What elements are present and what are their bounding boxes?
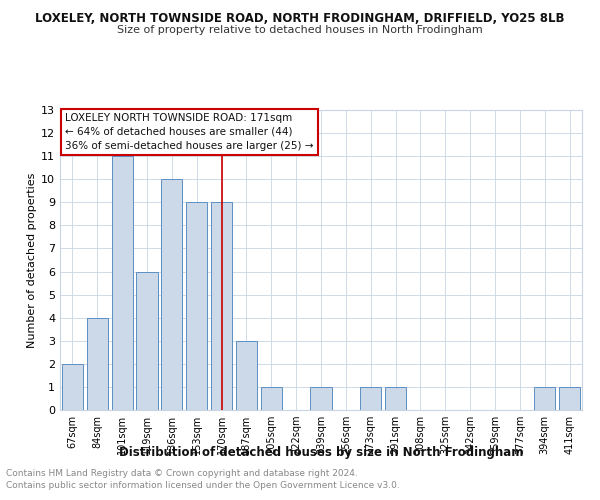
- Text: Contains public sector information licensed under the Open Government Licence v3: Contains public sector information licen…: [6, 481, 400, 490]
- Y-axis label: Number of detached properties: Number of detached properties: [27, 172, 37, 348]
- Bar: [559, 387, 580, 410]
- Bar: [136, 272, 158, 410]
- Text: Distribution of detached houses by size in North Frodingham: Distribution of detached houses by size …: [119, 446, 523, 459]
- Bar: [236, 341, 257, 410]
- Bar: [310, 387, 332, 410]
- Bar: [186, 202, 207, 410]
- Bar: [62, 364, 83, 410]
- Bar: [385, 387, 406, 410]
- Bar: [261, 387, 282, 410]
- Text: Size of property relative to detached houses in North Frodingham: Size of property relative to detached ho…: [117, 25, 483, 35]
- Bar: [112, 156, 133, 410]
- Text: Contains HM Land Registry data © Crown copyright and database right 2024.: Contains HM Land Registry data © Crown c…: [6, 468, 358, 477]
- Text: LOXELEY NORTH TOWNSIDE ROAD: 171sqm
← 64% of detached houses are smaller (44)
36: LOXELEY NORTH TOWNSIDE ROAD: 171sqm ← 64…: [65, 113, 314, 151]
- Bar: [87, 318, 108, 410]
- Bar: [161, 179, 182, 410]
- Bar: [211, 202, 232, 410]
- Bar: [360, 387, 381, 410]
- Bar: [534, 387, 555, 410]
- Text: LOXELEY, NORTH TOWNSIDE ROAD, NORTH FRODINGHAM, DRIFFIELD, YO25 8LB: LOXELEY, NORTH TOWNSIDE ROAD, NORTH FROD…: [35, 12, 565, 26]
